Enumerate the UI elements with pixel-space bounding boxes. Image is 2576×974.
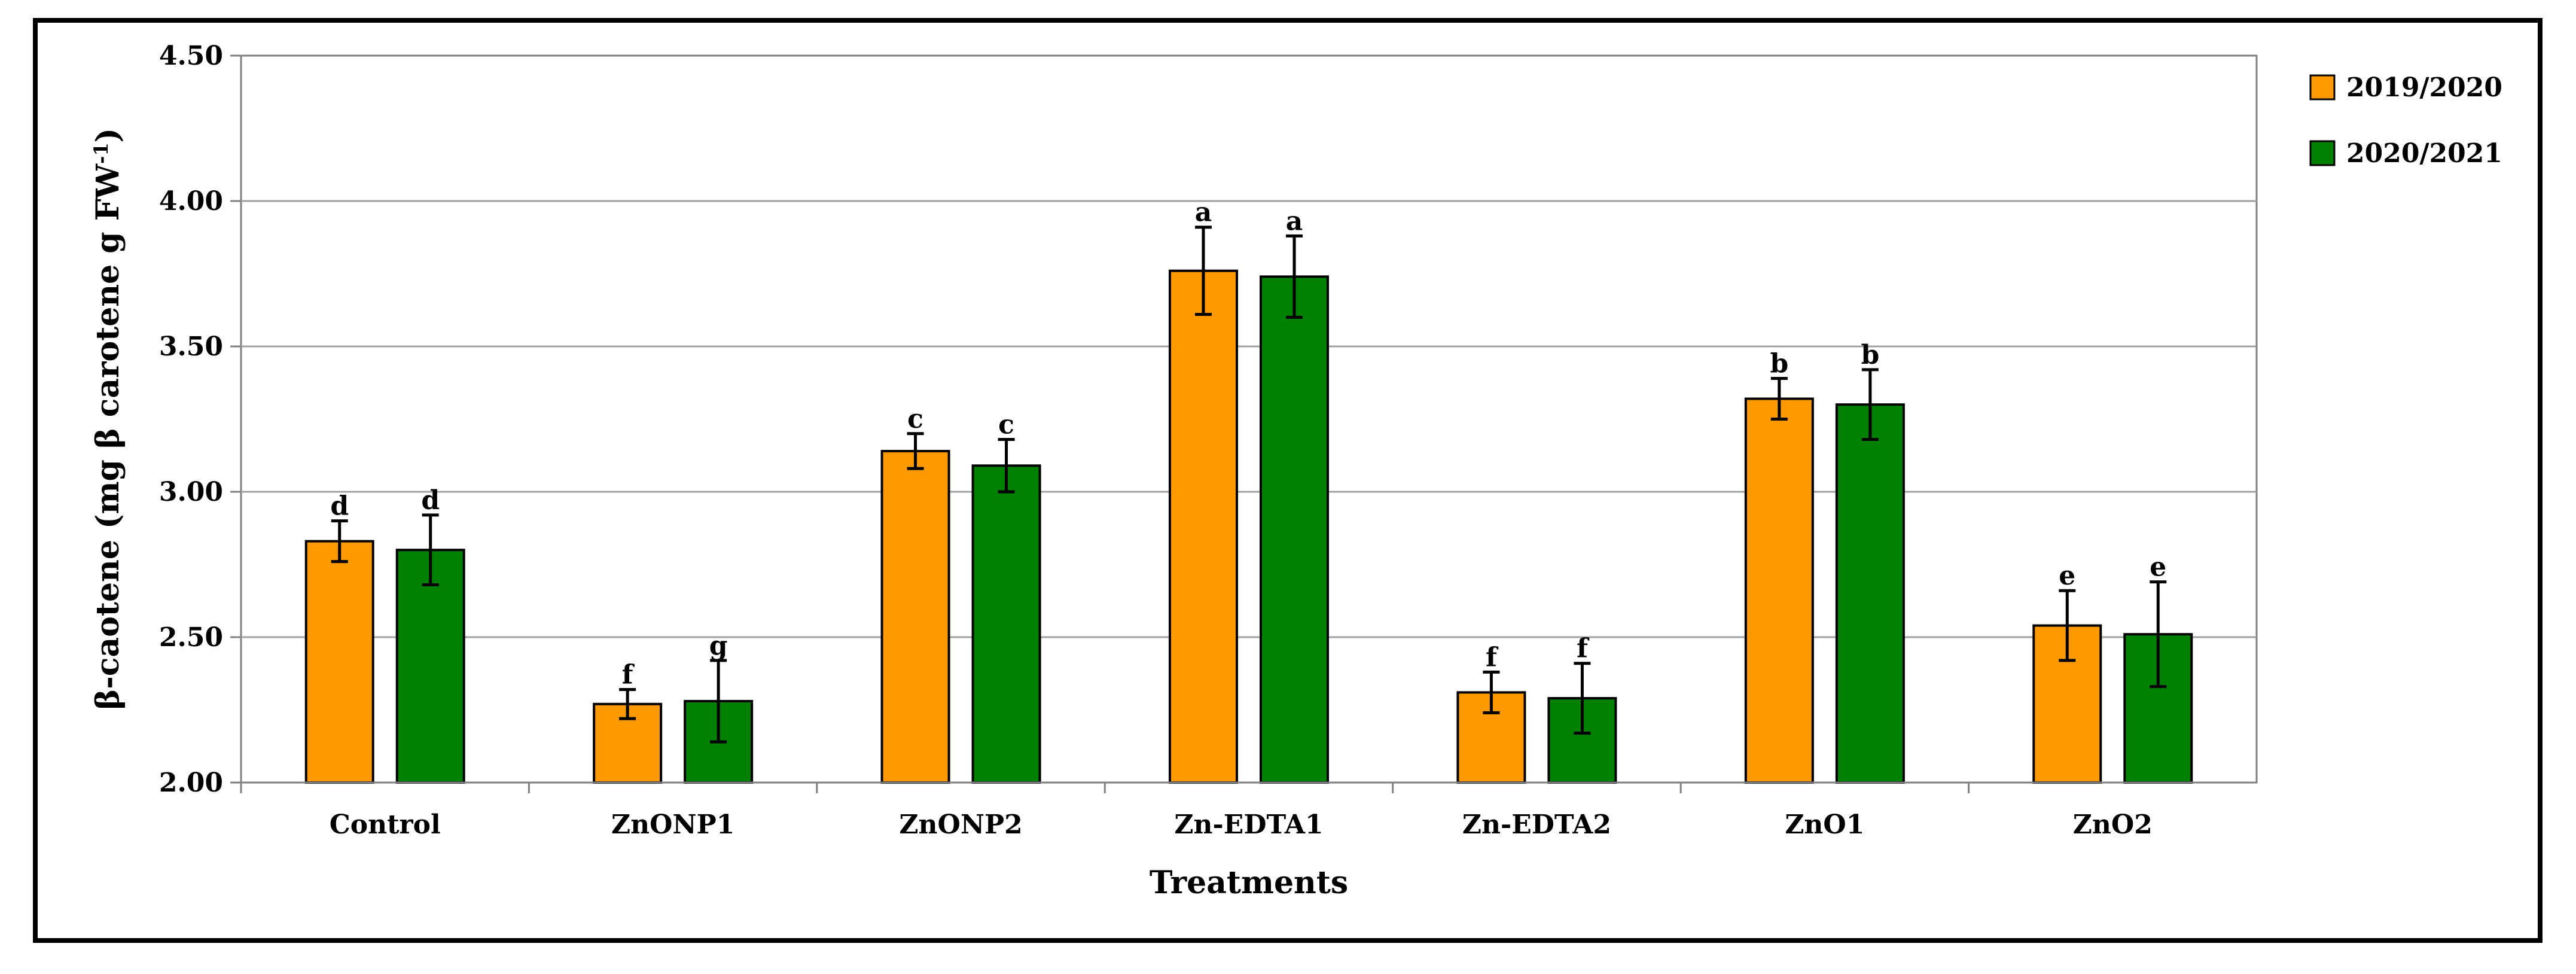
plot-area [240,54,2258,784]
y-tick-labels: 2.00 2.50 3.00 3.50 4.00 4.50 [159,41,241,798]
bars-group: d d f g c c a a f f b b e e [304,197,2193,784]
legend: 2019/2020 2020/2021 [2309,72,2502,169]
bar-2019-2020-Control [304,540,374,784]
bar-2019-2020-ZnO1 [1744,397,1814,784]
significance-letter: g [709,631,728,661]
significance-letter: b [1861,340,1879,370]
x-tick-label: ZnONP2 [899,809,1022,840]
significance-letter: f [622,659,635,690]
x-tick-label: ZnO2 [2073,809,2153,840]
significance-letter: f [1577,634,1590,664]
bar-2020-2021-ZnO1 [1835,403,1905,784]
x-tick-labels: Control ZnONP1 ZnONP2 Zn-EDTA1 Zn-EDTA2 ZnO1 Z… [240,783,2153,840]
significance-letter: d [330,491,349,522]
significance-letter: c [998,410,1014,440]
y-tick-label: 4.50 [159,41,223,71]
x-tick-label: ZnO1 [1785,809,1864,840]
significance-letter: b [1770,348,1788,379]
bar-2020-2021-Zn-EDTA1 [1260,275,1329,784]
gridlines [241,200,2257,638]
x-tick-label: ZnONP1 [611,809,734,840]
y-tick-label: 3.50 [159,331,223,362]
legend-swatch-2019-2020 [2309,74,2336,101]
bar-2019-2020-Zn-EDTA1 [1169,269,1238,784]
x-axis-title: Treatments [1150,865,1348,901]
legend-label-2020-2021: 2020/2021 [2346,138,2502,169]
y-tick-label: 3.00 [159,477,223,507]
y-tick-label: 2.00 [159,768,223,798]
x-tick-label: Control [330,809,441,840]
legend-swatch-2020-2021 [2309,140,2336,166]
legend-label-2019-2020: 2019/2020 [2346,72,2502,103]
y-tick-label: 4.00 [159,186,223,217]
significance-letter: c [907,404,923,434]
significance-letter: f [1486,642,1499,672]
significance-letter: a [1195,197,1212,228]
significance-letter: a [1286,206,1303,236]
x-tick-label: Zn-EDTA1 [1174,809,1323,840]
y-tick-label: 2.50 [159,622,223,653]
x-tick-label: Zn-EDTA2 [1462,809,1611,840]
significance-letter: d [421,485,440,516]
significance-letter: e [2059,561,2075,591]
y-axis-title: β-caotene (mg β carotene g FW-1) [90,128,126,710]
bar-2019-2020-ZnONP2 [880,449,950,784]
bar-2020-2021-ZnONP2 [971,464,1041,784]
significance-letter: e [2150,552,2166,583]
